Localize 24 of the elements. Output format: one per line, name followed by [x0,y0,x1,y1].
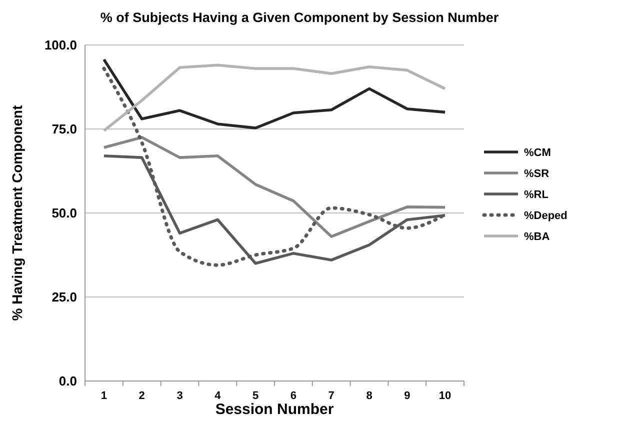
legend-label: %Deped [524,210,568,222]
y-tick-label: 0.0 [58,374,77,389]
y-tick-label: 25.0 [52,290,77,305]
legend-label: %RL [524,188,549,201]
line-series [102,136,446,238]
y-axis-title: % Having Treatment Component [9,104,25,321]
legend-label: %BA [524,230,550,243]
legend-label: %SR [524,168,550,180]
x-tick-label: 9 [404,390,410,402]
x-tick-label: 7 [328,390,334,402]
x-tick-label: 10 [438,390,452,402]
x-tick-label: 2 [138,390,145,402]
x-tick-label: 1 [100,390,108,402]
chart-title: % of Subjects Having a Given Component by Session Number [100,10,500,25]
y-tick-label: 75.0 [52,122,77,137]
y-tick-label: 100.0 [44,38,77,53]
x-tick-label: 3 [176,390,183,402]
x-tick-label: 5 [252,390,259,402]
legend-label: %CM [524,146,551,159]
x-tick-label: 8 [366,390,372,402]
y-tick-label: 50.0 [52,206,77,221]
x-axis-title: Session Number [215,401,334,418]
x-tick-label: 6 [290,390,297,402]
x-tick-label: 4 [214,390,222,402]
